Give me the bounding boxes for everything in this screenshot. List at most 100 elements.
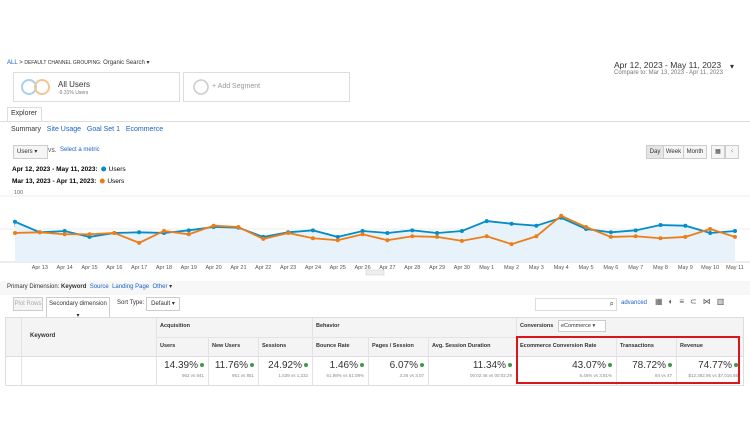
segment-icon — [21, 79, 50, 95]
column-header[interactable]: Pages / Session — [372, 343, 414, 349]
point — [559, 213, 564, 218]
subtab[interactable]: Site Usage — [46, 126, 82, 133]
add-segment-icon — [193, 79, 209, 95]
total-change: 11.76% — [214, 360, 248, 371]
checkbox-column — [6, 318, 22, 385]
vs-label: VS. — [48, 148, 57, 154]
metric-dropdown[interactable]: Users ▾ — [13, 145, 48, 159]
total-change: 78.72% — [632, 360, 666, 371]
point — [683, 234, 688, 239]
legend-period: Apr 12, 2023 - May 11, 2023: — [12, 166, 98, 173]
period-button[interactable]: Week — [663, 145, 684, 159]
breadcrumb-separator: > — [19, 60, 23, 66]
conversion-select[interactable]: eCommerce ▾ — [558, 320, 606, 332]
group-header — [156, 318, 313, 338]
total-change: 24.92% — [268, 360, 302, 371]
dimension-option[interactable]: Other — [152, 284, 168, 290]
total-detail: 84 vs 47 — [654, 373, 672, 378]
plot-rows-button[interactable]: Plot Rows — [13, 297, 43, 311]
breadcrumb-value[interactable]: Organic Search — [103, 60, 145, 66]
add-segment[interactable]: + Add Segment — [183, 72, 350, 102]
column-header[interactable]: New Users — [212, 343, 241, 349]
column-header[interactable]: Revenue — [680, 343, 703, 349]
subtabs: Summary Site Usage Goal Set 1 Ecommerce — [11, 126, 163, 133]
primary-dimension: Primary Dimension: Keyword Source Landin… — [7, 284, 173, 290]
column-cell — [368, 337, 429, 385]
dimension-option[interactable]: Landing Page — [112, 284, 150, 290]
total-detail: 5.46% vs 3.81% — [579, 373, 612, 378]
line — [14, 216, 736, 238]
point — [435, 230, 440, 235]
column-header[interactable]: Sessions — [262, 343, 287, 349]
point — [633, 228, 638, 233]
sort-dropdown[interactable]: Default ▾ — [146, 297, 180, 311]
segment-card[interactable]: All Users -9.31% Users — [13, 72, 180, 102]
column-header[interactable]: Ecommerce Conversion Rate — [520, 343, 597, 349]
date-dropdown-icon[interactable]: ▾ — [730, 62, 735, 71]
point — [584, 225, 589, 230]
group-header — [312, 318, 517, 338]
point — [658, 236, 663, 241]
x-tick-label: May 7 — [628, 265, 643, 271]
point — [13, 219, 17, 224]
x-tick-label: May 10 — [701, 265, 719, 271]
dimension-header: Keyword — [30, 333, 56, 339]
view-icons[interactable]: ▦◐≡⊂⋈▥ — [655, 297, 731, 306]
total-detail: 3.26 vs 3.07 — [399, 373, 424, 378]
point — [410, 228, 415, 233]
total-change: 6.07% — [389, 360, 418, 371]
subtab[interactable]: Goal Set 1 — [86, 126, 120, 133]
point — [484, 234, 489, 239]
point — [410, 234, 415, 239]
breadcrumb: ALL > DEFAULT CHANNEL GROUPING: Organic … — [7, 60, 150, 66]
date-range[interactable]: Apr 12, 2023 - May 11, 2023 — [614, 60, 722, 70]
point — [459, 238, 464, 243]
dimension-option[interactable]: Source — [89, 284, 109, 290]
subtab[interactable]: Summary — [11, 126, 41, 133]
point — [385, 238, 390, 243]
x-tick-label: Apr 19 — [181, 265, 197, 271]
tab-divider — [0, 121, 750, 122]
x-tick-label: Apr 15 — [81, 265, 97, 271]
change-dot — [508, 363, 512, 367]
point — [708, 230, 713, 235]
point — [186, 228, 191, 233]
data-table: Keyword Acquisition Behavior Conversions eCo… — [5, 317, 744, 386]
total-change: 14.39% — [164, 360, 198, 371]
motion-chart-button[interactable]: ⁖ — [725, 145, 739, 159]
explorer-tab[interactable] — [7, 107, 42, 122]
column-cell — [428, 337, 517, 385]
column-header[interactable]: Users — [160, 343, 176, 349]
breadcrumb-label: DEFAULT CHANNEL GROUPING: — [24, 60, 102, 66]
point — [62, 228, 67, 233]
total-detail: $12,382.95 vs $7,016.68 — [688, 373, 738, 378]
column-cell — [258, 337, 313, 385]
subtab[interactable]: Ecommerce — [125, 126, 164, 133]
total-detail: 962 vs 841 — [181, 373, 204, 378]
dimension-option[interactable]: Keyword — [61, 284, 87, 290]
point — [435, 234, 440, 239]
breadcrumb-root[interactable]: ALL — [7, 60, 18, 66]
point — [534, 234, 539, 239]
chart-type-button[interactable]: ▦ — [711, 145, 725, 159]
point — [509, 221, 514, 226]
search-box[interactable]: ⌕ — [535, 298, 617, 311]
period-button[interactable]: Day — [646, 145, 664, 159]
point — [608, 234, 613, 239]
point — [733, 234, 737, 239]
point — [161, 228, 166, 233]
advanced-link[interactable]: advanced — [621, 300, 648, 306]
change-dot — [304, 363, 308, 367]
point — [310, 236, 315, 241]
period-button[interactable]: Month — [683, 145, 707, 159]
x-tick-label: Apr 29 — [429, 265, 445, 271]
x-tick-label: May 6 — [603, 265, 618, 271]
column-header[interactable]: Transactions — [620, 343, 654, 349]
chart-resize-handle — [365, 269, 385, 276]
x-tick-label: May 1 — [479, 265, 494, 271]
select-metric[interactable]: Select a metric — [60, 147, 100, 153]
column-header[interactable]: Bounce Rate — [316, 343, 350, 349]
x-tick-label: Apr 21 — [230, 265, 246, 271]
column-header[interactable]: Avg. Session Duration — [432, 343, 491, 349]
